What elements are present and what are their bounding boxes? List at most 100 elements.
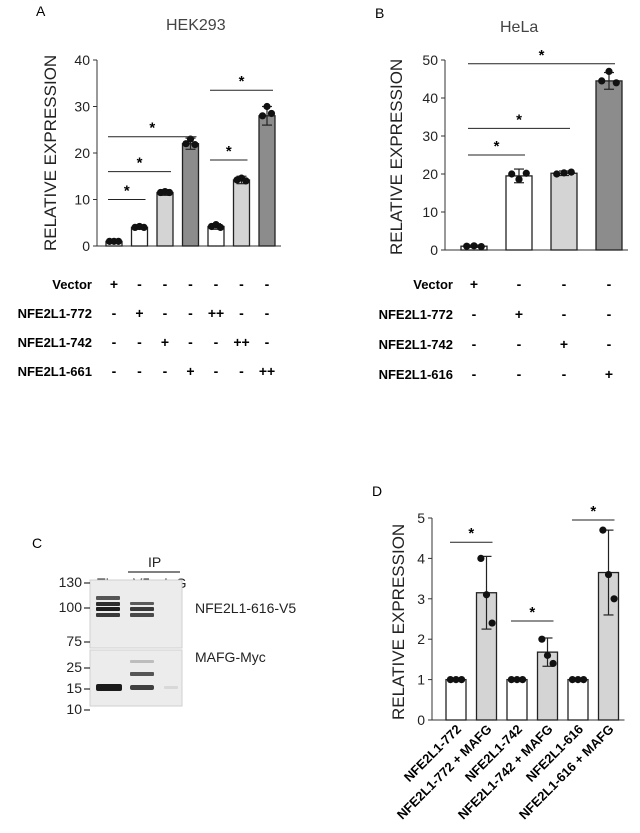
significance-star: * [590, 503, 596, 520]
data-point [182, 140, 190, 148]
row-label: NFE2L1-661 [18, 364, 92, 379]
data-point [242, 177, 250, 185]
y-tick-label: 4 [417, 550, 425, 566]
treatment-symbol: + [515, 306, 523, 322]
band [96, 684, 122, 691]
data-point [610, 595, 618, 603]
data-point [605, 67, 613, 75]
y-tick-label: 30 [74, 99, 90, 115]
y-tick-label: 10 [74, 192, 90, 208]
treatment-symbol: - [239, 363, 244, 379]
treatment-symbol: - [112, 334, 117, 350]
data-point [598, 77, 606, 85]
significance-star: * [124, 183, 130, 200]
treatment-symbol: - [472, 366, 477, 382]
data-point [463, 242, 471, 250]
treatment-symbol: - [265, 305, 270, 321]
treatment-symbol: - [214, 334, 219, 350]
data-point [522, 169, 530, 177]
row-label: Vector [52, 277, 92, 292]
y-tick-label: 30 [422, 128, 438, 144]
panel-a-title: HEK293 [166, 17, 226, 34]
data-point [513, 676, 521, 684]
marker-15: 15 [66, 680, 82, 696]
marker-25: 25 [66, 659, 82, 675]
significance-star: * [149, 120, 155, 137]
treatment-symbol: - [517, 336, 522, 352]
treatment-symbol: - [188, 334, 193, 350]
treatment-symbol: + [186, 363, 194, 379]
band [96, 602, 120, 606]
data-point [574, 676, 582, 684]
band [130, 607, 154, 611]
data-point [482, 591, 491, 599]
data-point [567, 168, 575, 176]
panel-letter-b: B [375, 5, 384, 21]
band [130, 602, 154, 605]
treatment-symbol: ++ [208, 305, 224, 321]
bar [506, 678, 528, 721]
row-label: Vector [413, 277, 453, 292]
treatment-symbol: - [472, 336, 477, 352]
data-point [186, 135, 195, 143]
treatment-symbol: - [517, 366, 522, 382]
bar [505, 175, 533, 251]
treatment-symbol: - [214, 276, 219, 292]
treatment-symbol: - [112, 305, 117, 321]
treatment-symbol: - [562, 366, 567, 382]
data-point [458, 676, 466, 684]
data-point [267, 109, 276, 118]
bar [595, 80, 623, 251]
treatment-symbol: - [607, 276, 612, 292]
data-point [507, 676, 515, 684]
significance-star: * [494, 138, 500, 155]
bar [258, 115, 276, 247]
treatment-symbol: + [560, 336, 568, 352]
y-tick-label: 50 [422, 52, 438, 68]
data-point [599, 526, 607, 534]
band [130, 685, 154, 690]
treatment-symbol: - [517, 276, 522, 292]
data-point [488, 619, 496, 627]
treatment-symbol: - [265, 276, 270, 292]
treatment-symbol: ++ [259, 363, 275, 379]
band-label-mafg: MAFG-Myc [195, 649, 266, 665]
data-point [470, 242, 478, 250]
band [96, 596, 120, 600]
treatment-symbol: - [265, 334, 270, 350]
bar [567, 678, 589, 721]
band [130, 613, 154, 617]
bar [550, 172, 578, 251]
y-tick-label: 5 [417, 510, 425, 526]
blot-bottom [89, 649, 183, 707]
row-label: NFE2L1-772 [379, 307, 453, 322]
y-tick-label: 0 [430, 242, 438, 258]
data-point [543, 651, 552, 659]
significance-star: * [529, 604, 535, 621]
treatment-symbol: - [163, 276, 168, 292]
significance-star: * [539, 47, 545, 64]
y-tick-label: 40 [422, 90, 438, 106]
y-tick-label: 20 [74, 145, 90, 161]
treatment-symbol: - [137, 334, 142, 350]
band-label-nfe2l1: NFE2L1-616-V5 [195, 600, 296, 616]
treatment-symbol: - [607, 306, 612, 322]
row-label: NFE2L1-616 [379, 367, 453, 382]
y-tick-label: 20 [422, 166, 438, 182]
panel-letter-c: C [32, 535, 42, 551]
treatment-symbol: + [135, 305, 143, 321]
significance-star: * [226, 143, 232, 160]
treatment-symbol: - [137, 276, 142, 292]
treatment-symbol: - [188, 276, 193, 292]
bar [156, 191, 174, 247]
chart-a: 0 10 20 30 40 * * * * * [74, 52, 281, 254]
marker-130: 130 [59, 574, 83, 590]
panel-a-ylabel: RELATIVE EXPRESSION [41, 55, 60, 251]
data-point [165, 188, 174, 197]
panel-d-ylabel: RELATIVE EXPRESSION [389, 524, 408, 720]
data-point [191, 141, 199, 149]
row-label: NFE2L1-772 [18, 306, 92, 321]
treatment-symbol: - [607, 336, 612, 352]
